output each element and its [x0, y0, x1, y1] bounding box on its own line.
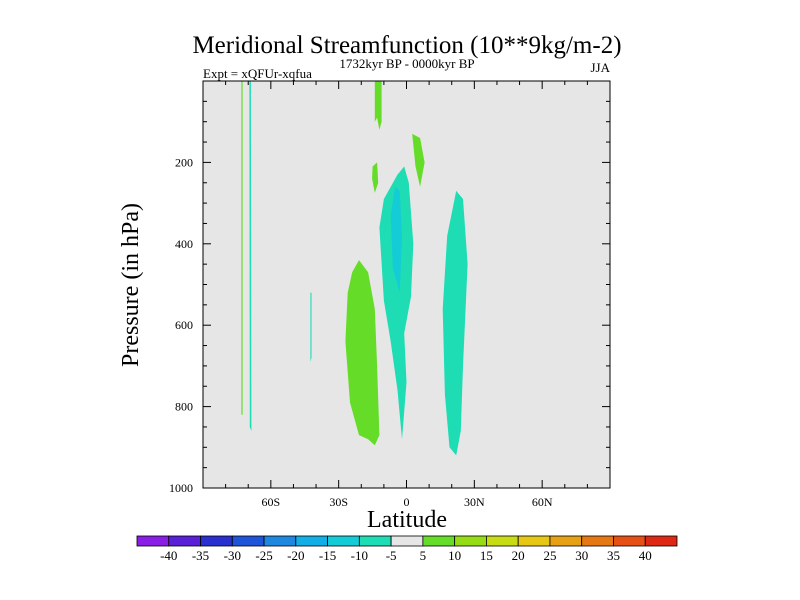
- colorbar-swatch: [517, 535, 551, 547]
- colorbar-label: -20: [287, 548, 304, 563]
- colorbar-swatch: [263, 535, 297, 547]
- colorbar-swatch: [422, 535, 456, 547]
- colorbar-swatch: [295, 535, 328, 547]
- chart-title: Meridional Streamfunction (10**9kg/m-2): [192, 32, 621, 59]
- x-tick-label: 60S: [261, 495, 280, 509]
- colorbar-label: 10: [448, 548, 461, 563]
- contour-region-cyan-cell-equator: [379, 166, 414, 440]
- colorbar-swatch: [581, 535, 614, 547]
- contour-region-cyan-strip-far-south: [249, 81, 252, 431]
- x-tick-labels: 60S 30S 0 30N 60N: [261, 495, 552, 509]
- colorbar-label: -40: [160, 548, 177, 563]
- colorbar-swatch: [358, 535, 392, 547]
- colorbar-labels: -40 -35 -30 -25 -20 -15 -10 -5 5 10 15 20 25 30 35 40: [160, 548, 652, 563]
- colorbar-label: -5: [386, 548, 397, 563]
- contour-region-cyan-spot-40s: [310, 292, 312, 362]
- colorbar-swatch: [390, 535, 424, 547]
- x-tick-label: 30S: [329, 495, 348, 509]
- colorbar-label: 20: [512, 548, 525, 563]
- x-tick-label: 0: [404, 495, 410, 509]
- colorbar-label: -35: [192, 548, 209, 563]
- colorbar-swatch: [613, 535, 646, 547]
- contour-region-green-small-spot: [372, 162, 379, 193]
- colorbar-swatch: [454, 535, 487, 547]
- colorbar-label: 25: [543, 548, 556, 563]
- colorbar-label: 40: [639, 548, 652, 563]
- contour-region-green-cell-north-upper: [412, 133, 425, 187]
- colorbar-label: 5: [420, 548, 427, 563]
- colorbar-swatch: [231, 535, 265, 547]
- colorbar-label: -10: [351, 548, 368, 563]
- y-tick-labels: 200 400 600 800 1000: [169, 155, 193, 495]
- colorbar-label: -15: [319, 548, 336, 563]
- x-axis-label: Latitude: [367, 507, 447, 533]
- colorbar-label: 30: [575, 548, 588, 563]
- contour-region-green-upper-column: [374, 81, 382, 130]
- colorbar-swatch: [644, 535, 678, 547]
- colorbar-swatch: [327, 535, 360, 547]
- axis-ticks: [202, 80, 611, 489]
- y-tick-label: 600: [175, 318, 193, 332]
- colorbar-swatch: [136, 535, 170, 547]
- subtitle-center: 1732kyr BP - 0000kyr BP: [339, 56, 474, 71]
- colorbar: [136, 535, 678, 547]
- contour-region-green-cell-south: [345, 260, 380, 446]
- contour-region-blue-core-equator: [390, 186, 402, 293]
- colorbar-label: 15: [480, 548, 493, 563]
- x-tick-label: 30N: [464, 495, 485, 509]
- contour-region-cyan-cell-north: [442, 190, 468, 456]
- colorbar-swatch: [168, 535, 201, 547]
- contour-regions: [241, 81, 468, 456]
- colorbar-label: -30: [224, 548, 241, 563]
- colorbar-swatch: [486, 535, 519, 547]
- colorbar-swatch: [549, 535, 583, 547]
- y-tick-label: 200: [175, 155, 193, 169]
- y-tick-label: 1000: [169, 481, 193, 495]
- contour-region-green-strip-far-south: [241, 81, 243, 415]
- colorbar-label: 35: [607, 548, 620, 563]
- x-tick-label: 60N: [532, 495, 553, 509]
- colorbar-label: -25: [255, 548, 272, 563]
- y-axis-label: Pressure (in hPa): [118, 203, 144, 367]
- y-tick-label: 800: [175, 400, 193, 414]
- colorbar-swatch: [200, 535, 233, 547]
- y-tick-label: 400: [175, 237, 193, 251]
- subtitle-left: Expt = xQFUr-xqfua: [203, 66, 312, 81]
- subtitle-right: JJA: [590, 60, 610, 75]
